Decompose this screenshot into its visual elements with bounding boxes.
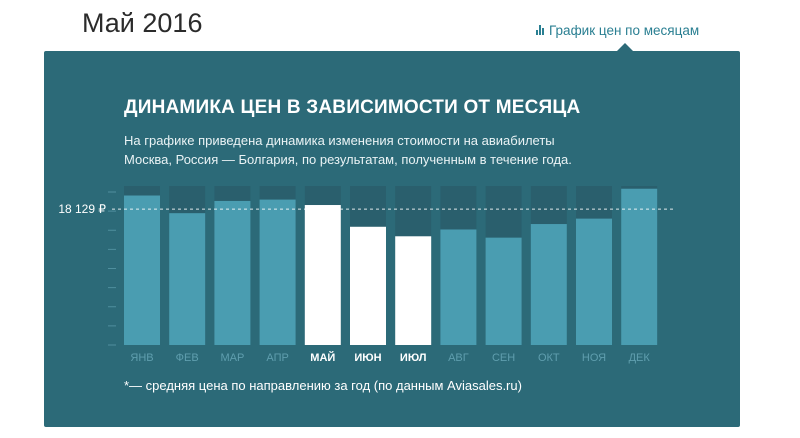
price-chart-tab-label[interactable]: График цен по месяцам xyxy=(549,22,700,38)
month-label-10[interactable]: НОЯ xyxy=(582,352,606,364)
panel-bottom-decoration xyxy=(44,429,740,433)
month-label-0[interactable]: ЯНВ xyxy=(130,352,153,364)
month-label-6[interactable]: ИЮЛ xyxy=(400,352,427,364)
month-label-8[interactable]: СЕН xyxy=(492,352,515,364)
month-label-1[interactable]: ФЕВ xyxy=(176,352,199,364)
chart-description-line-1: На графике приведена динамика изменения … xyxy=(124,133,555,148)
month-label-3[interactable]: АПР xyxy=(266,352,288,364)
month-label-2[interactable]: МАР xyxy=(220,352,244,364)
bar-chart-icon xyxy=(536,25,544,35)
page-title: Май 2016 xyxy=(82,8,203,38)
month-label-7[interactable]: АВГ xyxy=(448,352,469,364)
month-label-5[interactable]: ИЮН xyxy=(354,352,381,364)
month-label-9[interactable]: ОКТ xyxy=(538,352,560,364)
chart-description: На графике приведена динамика изменения … xyxy=(124,131,644,169)
month-label-11[interactable]: ДЕК xyxy=(629,352,651,364)
tab-pointer xyxy=(616,43,634,52)
chart-description-line-2: Москва, Россия — Болгария, по результата… xyxy=(124,152,572,167)
price-chart-tab[interactable]: График цен по месяцам xyxy=(536,21,699,39)
chart-footnote: *— средняя цена по направлению за год (п… xyxy=(124,378,522,393)
chart-heading: ДИНАМИКА ЦЕН В ЗАВИСИМОСТИ ОТ МЕСЯЦА xyxy=(124,97,581,118)
month-label-4[interactable]: МАЙ xyxy=(310,351,335,364)
